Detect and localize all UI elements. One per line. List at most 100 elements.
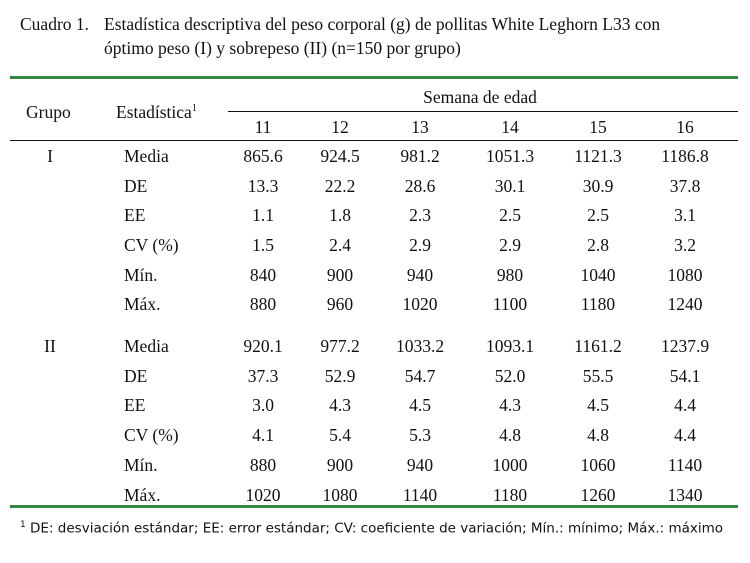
table-cell: 924.5 <box>320 146 360 166</box>
table-cell: 2.9 <box>409 235 431 255</box>
table-cell: 1080 <box>667 265 703 285</box>
table-cell: 1340 <box>667 485 703 505</box>
table-cell: 900 <box>326 265 354 285</box>
group-label: II <box>44 336 56 356</box>
table-cell: 1080 <box>322 485 358 505</box>
table-cell: 1000 <box>492 455 528 475</box>
table-cell: 4.5 <box>587 395 609 415</box>
caption-line-1: Estadística descriptiva del peso corpora… <box>104 14 661 34</box>
header-weeks-title: Semana de edad <box>423 87 537 107</box>
table-caption: Cuadro 1. Estadística descriptiva del pes… <box>20 12 740 60</box>
bottom-rule <box>10 505 738 508</box>
table-cell: 1186.8 <box>661 146 709 166</box>
table-cell: 2.4 <box>329 235 351 255</box>
table-cell: 1.5 <box>252 235 274 255</box>
table-cell: 1140 <box>402 485 438 505</box>
caption-line-2: óptimo peso (I) y sobrepeso (II) (n=150 … <box>104 38 461 58</box>
table-cell: 880 <box>249 294 277 314</box>
stat-label: Mín. <box>124 265 158 285</box>
table-cell: 2.8 <box>587 235 609 255</box>
table-cell: 980 <box>496 265 524 285</box>
table-cell: 4.1 <box>252 425 274 445</box>
table-cell: 1093.1 <box>485 336 535 356</box>
table-cell: 37.3 <box>247 366 279 386</box>
stat-label: CV (%) <box>124 425 179 445</box>
table-cell: 5.4 <box>329 425 351 445</box>
footnote-mark: 1 <box>20 520 26 530</box>
table-cell: 920.1 <box>243 336 283 356</box>
stat-label: Media <box>124 336 169 356</box>
table-cell: 1260 <box>580 485 616 505</box>
table-cell: 30.1 <box>494 176 526 196</box>
week-header-14: 14 <box>501 117 519 137</box>
stat-label: EE <box>124 395 146 415</box>
stat-label: Máx. <box>124 294 161 314</box>
table-cell: 4.8 <box>587 425 609 445</box>
table-cell: 1040 <box>580 265 616 285</box>
week-header-12: 12 <box>331 117 349 137</box>
table-cell: 1180 <box>580 294 616 314</box>
table-cell: 54.1 <box>669 366 701 386</box>
table-cell: 1060 <box>580 455 616 475</box>
table-cell: 880 <box>249 455 277 475</box>
table-cell: 30.9 <box>582 176 614 196</box>
table-cell: 4.8 <box>499 425 521 445</box>
table-cell: 940 <box>406 265 434 285</box>
header-statistic: Estadística1 <box>116 102 197 122</box>
table-cell: 1161.2 <box>574 336 622 356</box>
stat-label: Mín. <box>124 455 158 475</box>
table-cell: 55.5 <box>582 366 614 386</box>
table-cell: 4.4 <box>674 395 696 415</box>
table-cell: 54.7 <box>404 366 436 386</box>
table-cell: 1237.9 <box>660 336 710 356</box>
table-cell: 2.5 <box>587 205 609 225</box>
table-cell: 977.2 <box>320 336 360 356</box>
stat-label: EE <box>124 205 146 225</box>
table-cell: 1020 <box>245 485 281 505</box>
table-cell: 981.2 <box>400 146 440 166</box>
weeks-underline <box>228 111 738 112</box>
table-cell: 3.0 <box>252 395 274 415</box>
table-cell: 52.9 <box>324 366 356 386</box>
table-cell: 940 <box>406 455 434 475</box>
table-cell: 3.2 <box>674 235 696 255</box>
table-cell: 1020 <box>402 294 438 314</box>
table-cell: 1051.3 <box>485 146 535 166</box>
table-cell: 1240 <box>667 294 703 314</box>
table-cell: 3.1 <box>674 205 696 225</box>
week-header-15: 15 <box>589 117 607 137</box>
table-cell: 37.8 <box>669 176 701 196</box>
week-header-16: 16 <box>676 117 694 137</box>
stat-label: DE <box>124 176 148 196</box>
header-group: Grupo <box>26 102 71 122</box>
week-header-13: 13 <box>411 117 429 137</box>
table-cell: 4.3 <box>499 395 521 415</box>
stat-label: Media <box>124 146 169 166</box>
stat-label: DE <box>124 366 148 386</box>
top-rule <box>10 76 738 79</box>
table-cell: 5.3 <box>409 425 431 445</box>
footnote-text: DE: desviación estándar; EE: error están… <box>30 520 724 537</box>
table-cell: 865.6 <box>243 146 283 166</box>
group-label: I <box>47 146 53 166</box>
table-cell: 2.9 <box>499 235 521 255</box>
caption-label: Cuadro 1. <box>20 14 90 34</box>
header-rule <box>10 140 738 141</box>
table-cell: 1033.2 <box>395 336 445 356</box>
stat-label: CV (%) <box>124 235 179 255</box>
table-cell: 1121.3 <box>574 146 622 166</box>
table-cell: 28.6 <box>404 176 436 196</box>
table-cell: 2.3 <box>409 205 431 225</box>
table-cell: 960 <box>326 294 354 314</box>
table-cell: 840 <box>249 265 277 285</box>
stat-label: Máx. <box>124 485 161 505</box>
table-cell: 1.8 <box>329 205 351 225</box>
table-cell: 1.1 <box>252 205 274 225</box>
table-cell: 4.3 <box>329 395 351 415</box>
table-cell: 13.3 <box>247 176 279 196</box>
table-cell: 22.2 <box>324 176 356 196</box>
header-statistic-footnote-mark: 1 <box>191 103 197 115</box>
table-cell: 2.5 <box>499 205 521 225</box>
table-cell: 4.4 <box>674 425 696 445</box>
table-cell: 1180 <box>492 485 528 505</box>
